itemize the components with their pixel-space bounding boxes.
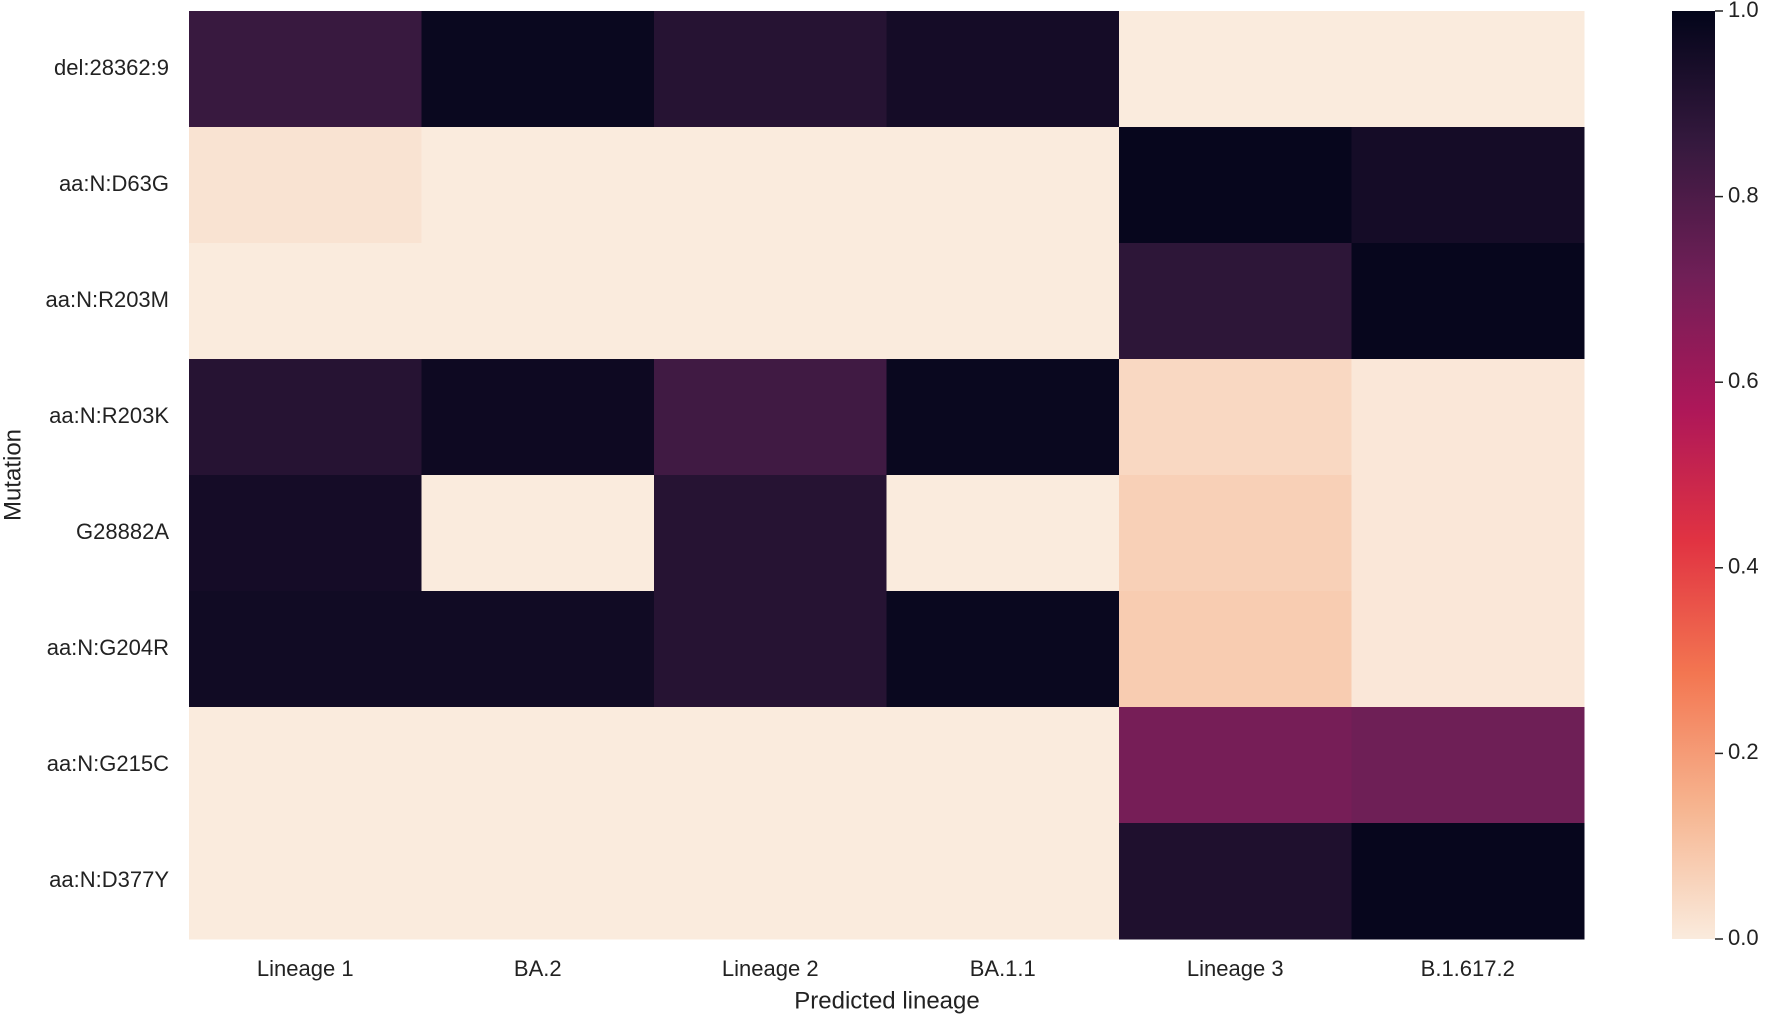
heatmap-cell — [886, 127, 1120, 244]
heatmap-cell — [189, 591, 422, 708]
heatmap-cell — [886, 11, 1120, 128]
heatmap-cell — [421, 591, 655, 708]
colorbar-tick-label: 0.0 — [1728, 925, 1759, 950]
heatmap-cell — [1119, 11, 1352, 128]
x-tick-label: BA.1.1 — [970, 956, 1036, 981]
heatmap-cell — [421, 707, 655, 824]
heatmap-cell — [1119, 243, 1352, 360]
x-tick-label: BA.2 — [514, 956, 562, 981]
heatmap-cell — [1119, 359, 1352, 476]
x-tick-label: Lineage 3 — [1187, 956, 1284, 981]
heatmap-cell — [189, 359, 422, 476]
heatmap-cell — [1351, 127, 1585, 244]
y-tick-label: aa:N:G215C — [47, 751, 169, 776]
y-tick-label: aa:N:R203K — [49, 403, 169, 428]
heatmap-cell — [886, 707, 1120, 824]
x-axis-label: Predicted lineage — [794, 987, 979, 1014]
heatmap-cell — [1119, 707, 1352, 824]
heatmap-cell — [1351, 475, 1585, 592]
heatmap-cell — [654, 359, 887, 476]
heatmap-cell — [189, 823, 422, 940]
colorbar-tick-label: 0.8 — [1728, 182, 1759, 207]
heatmap-cell — [1119, 591, 1352, 708]
heatmap-cell — [654, 243, 887, 360]
y-tick-label: aa:N:R203M — [45, 287, 169, 312]
heatmap-cell — [1351, 823, 1585, 940]
y-tick-label: del:28362:9 — [54, 55, 169, 80]
colorbar-tick-label: 1.0 — [1728, 0, 1759, 22]
x-tick-label: B.1.617.2 — [1421, 956, 1515, 981]
heatmap-cell — [189, 707, 422, 824]
heatmap-cell — [1351, 591, 1585, 708]
heatmap-cell — [654, 475, 887, 592]
heatmap-cell — [654, 127, 887, 244]
heatmap-cell — [189, 11, 422, 128]
x-tick-label: Lineage 2 — [722, 956, 819, 981]
colorbar-tick-label: 0.2 — [1728, 739, 1759, 764]
heatmap-cell — [189, 243, 422, 360]
heatmap-cell — [1119, 475, 1352, 592]
heatmap-cell — [189, 475, 422, 592]
heatmap-cell — [1119, 127, 1352, 244]
colorbar-tick-label: 0.6 — [1728, 368, 1759, 393]
heatmap-cell — [421, 823, 655, 940]
heatmap-cell — [1351, 11, 1585, 128]
heatmap-cell — [654, 591, 887, 708]
heatmap-cell — [654, 11, 887, 128]
y-axis-label: Mutation — [0, 429, 26, 521]
colorbar — [1672, 11, 1715, 939]
y-tick-label: aa:N:D63G — [59, 171, 169, 196]
colorbar-tick-label: 0.4 — [1728, 554, 1759, 579]
heatmap-cell — [421, 243, 655, 360]
heatmap-cell — [421, 11, 655, 128]
y-tick-label: aa:N:D377Y — [49, 867, 169, 892]
x-tick-label: Lineage 1 — [257, 956, 354, 981]
heatmap-cell — [886, 243, 1120, 360]
heatmap-cell — [1351, 707, 1585, 824]
heatmap-cell — [886, 823, 1120, 940]
heatmap-cell — [421, 475, 655, 592]
heatmap-cell — [421, 127, 655, 244]
heatmap-cell — [1119, 823, 1352, 940]
heatmap-cell — [189, 127, 422, 244]
heatmap-cell — [886, 475, 1120, 592]
heatmap-cell — [654, 823, 887, 940]
y-tick-label: aa:N:G204R — [47, 635, 169, 660]
y-tick-label: G28882A — [76, 519, 169, 544]
heatmap-cell — [886, 359, 1120, 476]
heatmap-cell — [1351, 359, 1585, 476]
heatmap-cell — [886, 591, 1120, 708]
heatmap-cell — [1351, 243, 1585, 360]
heatmap-cell — [654, 707, 887, 824]
heatmap-cell — [421, 359, 655, 476]
